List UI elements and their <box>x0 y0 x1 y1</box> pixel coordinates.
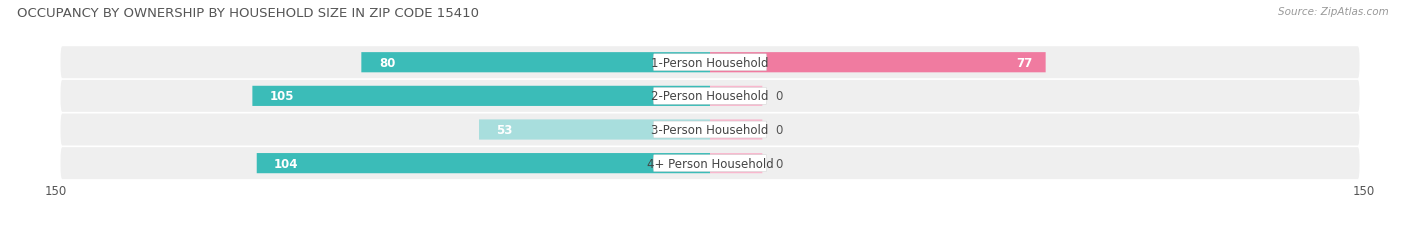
Text: Source: ZipAtlas.com: Source: ZipAtlas.com <box>1278 7 1389 17</box>
Text: 53: 53 <box>496 123 513 137</box>
Text: 0: 0 <box>776 123 783 137</box>
Text: 1-Person Household: 1-Person Household <box>651 56 769 70</box>
FancyBboxPatch shape <box>710 153 762 173</box>
FancyBboxPatch shape <box>479 120 710 140</box>
FancyBboxPatch shape <box>361 53 710 73</box>
Text: 0: 0 <box>776 90 783 103</box>
Text: 77: 77 <box>1017 56 1032 70</box>
FancyBboxPatch shape <box>654 122 766 138</box>
FancyBboxPatch shape <box>60 148 1360 179</box>
FancyBboxPatch shape <box>654 155 766 172</box>
Text: 80: 80 <box>378 56 395 70</box>
FancyBboxPatch shape <box>60 81 1360 112</box>
Text: 3-Person Household: 3-Person Household <box>651 123 769 137</box>
Text: 105: 105 <box>270 90 294 103</box>
Text: 104: 104 <box>274 157 298 170</box>
FancyBboxPatch shape <box>710 86 762 106</box>
Text: 2-Person Household: 2-Person Household <box>651 90 769 103</box>
FancyBboxPatch shape <box>252 86 710 106</box>
FancyBboxPatch shape <box>257 153 710 173</box>
Text: OCCUPANCY BY OWNERSHIP BY HOUSEHOLD SIZE IN ZIP CODE 15410: OCCUPANCY BY OWNERSHIP BY HOUSEHOLD SIZE… <box>17 7 479 20</box>
FancyBboxPatch shape <box>654 88 766 105</box>
Text: 4+ Person Household: 4+ Person Household <box>647 157 773 170</box>
Text: 0: 0 <box>776 157 783 170</box>
FancyBboxPatch shape <box>60 114 1360 146</box>
FancyBboxPatch shape <box>654 55 766 71</box>
FancyBboxPatch shape <box>710 120 762 140</box>
FancyBboxPatch shape <box>710 53 1046 73</box>
FancyBboxPatch shape <box>60 47 1360 79</box>
